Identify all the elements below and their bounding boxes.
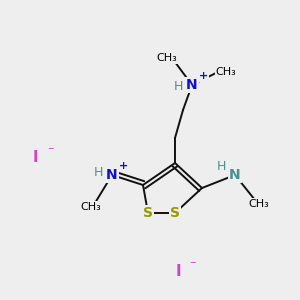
Text: S: S — [143, 206, 153, 220]
Text: +: + — [200, 71, 208, 81]
Text: CH₃: CH₃ — [216, 67, 236, 77]
Text: CH₃: CH₃ — [157, 53, 177, 63]
Text: I: I — [175, 265, 181, 280]
Text: N: N — [186, 78, 198, 92]
Text: +: + — [118, 161, 127, 171]
Text: H: H — [173, 80, 183, 94]
Text: N: N — [106, 168, 118, 182]
Text: ⁻: ⁻ — [189, 260, 195, 272]
Text: H: H — [216, 160, 226, 173]
Text: ⁻: ⁻ — [47, 146, 53, 158]
Text: CH₃: CH₃ — [81, 202, 101, 212]
Text: N: N — [229, 168, 241, 182]
Text: H: H — [93, 167, 103, 179]
Text: S: S — [170, 206, 180, 220]
Text: CH₃: CH₃ — [249, 199, 269, 209]
Text: I: I — [32, 151, 38, 166]
